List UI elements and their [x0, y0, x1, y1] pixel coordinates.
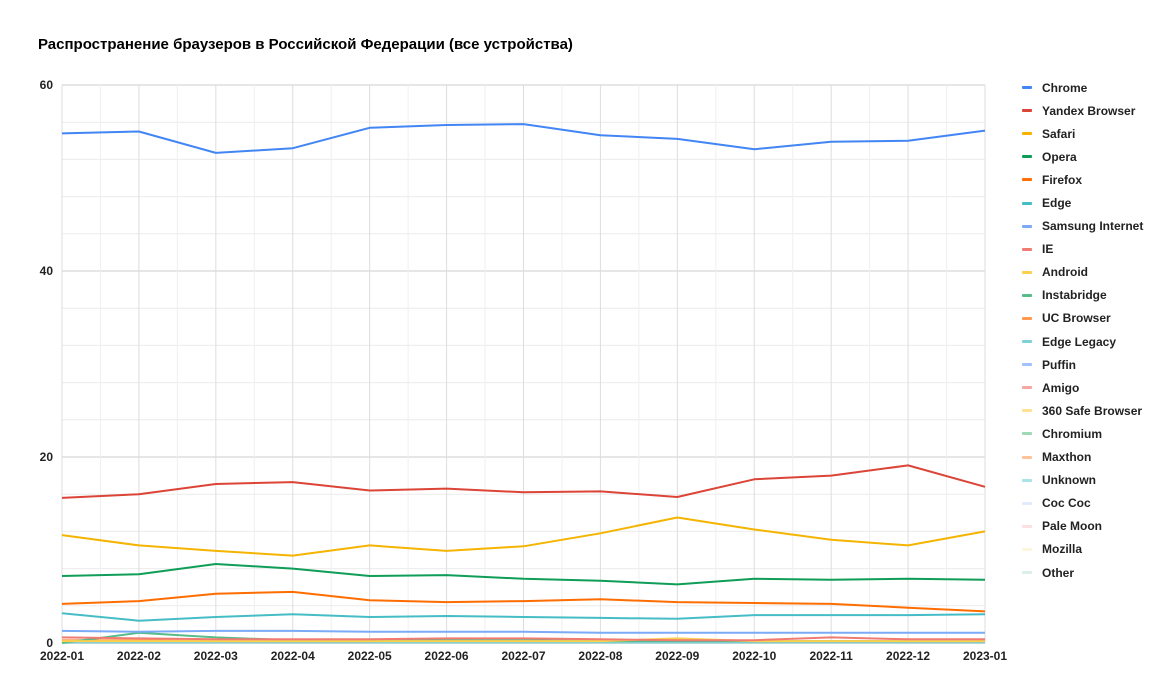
legend-swatch — [1022, 86, 1032, 90]
legend-label: Firefox — [1042, 172, 1083, 187]
legend-swatch — [1022, 224, 1032, 228]
legend-label: Chrome — [1042, 80, 1088, 95]
legend-label: Samsung Internet — [1042, 219, 1144, 234]
legend-swatch — [1022, 432, 1032, 436]
x-tick-label: 2022-11 — [809, 649, 853, 663]
series-line-ie — [61, 636, 985, 642]
series-line-samsung-internet — [61, 629, 985, 634]
y-tick-label: 60 — [40, 78, 54, 92]
y-tick-label: 40 — [40, 264, 54, 278]
legend-label: UC Browser — [1042, 311, 1111, 326]
legend-label: Edge Legacy — [1042, 334, 1117, 349]
legend: Chrome Yandex Browser Safari Opera Firefox Ed… — [1022, 76, 1143, 584]
legend-item[interactable]: Edge — [1022, 191, 1143, 214]
legend-swatch — [1022, 109, 1032, 113]
x-tick-label: 2022-10 — [732, 649, 776, 663]
x-axis-ticks: 2022-01 2022-02 2022-03 2022-04 2022-05 2022-… — [40, 649, 1007, 663]
series-line-chrome — [61, 123, 986, 154]
legend-item[interactable]: Instabridge — [1022, 284, 1143, 307]
legend-swatch — [1022, 524, 1032, 528]
legend-label: Instabridge — [1042, 288, 1107, 303]
legend-item[interactable]: Chrome — [1022, 76, 1143, 99]
legend-item[interactable]: Yandex Browser — [1022, 99, 1143, 122]
legend-swatch — [1022, 132, 1032, 136]
legend-swatch — [1022, 178, 1032, 182]
legend-label: Amigo — [1042, 380, 1080, 395]
legend-label: Chromium — [1042, 426, 1102, 441]
legend-item[interactable]: IE — [1022, 238, 1143, 261]
legend-label: Maxthon — [1042, 450, 1092, 465]
legend-label: Android — [1042, 265, 1088, 280]
legend-swatch — [1022, 363, 1032, 367]
legend-item[interactable]: Edge Legacy — [1022, 330, 1143, 353]
x-tick-label: 2022-02 — [117, 649, 161, 663]
legend-swatch — [1022, 293, 1032, 297]
legend-item[interactable]: Chromium — [1022, 422, 1143, 445]
legend-item[interactable]: Opera — [1022, 145, 1143, 168]
legend-item[interactable]: UC Browser — [1022, 307, 1143, 330]
legend-label: Puffin — [1042, 357, 1076, 372]
x-tick-label: 2023-01 — [963, 649, 1007, 663]
series-line-opera — [61, 563, 986, 586]
series-line-yandex-browser — [61, 464, 986, 499]
series-line-firefox — [61, 590, 986, 613]
legend-item[interactable]: Unknown — [1022, 469, 1143, 492]
legend-swatch — [1022, 316, 1032, 320]
legend-label: Unknown — [1042, 473, 1096, 488]
legend-item[interactable]: Android — [1022, 261, 1143, 284]
legend-label: IE — [1042, 242, 1054, 257]
legend-label: Coc Coc — [1042, 496, 1091, 511]
legend-item[interactable]: 360 Safe Browser — [1022, 399, 1143, 422]
legend-swatch — [1022, 455, 1032, 459]
series-lines — [61, 123, 986, 644]
legend-label: Pale Moon — [1042, 519, 1103, 534]
legend-item[interactable]: Pale Moon — [1022, 515, 1143, 538]
legend-swatch — [1022, 270, 1032, 274]
legend-label: Other — [1042, 565, 1075, 580]
x-tick-label: 2022-05 — [348, 649, 392, 663]
y-tick-label: 20 — [40, 450, 54, 464]
legend-item[interactable]: Other — [1022, 561, 1143, 584]
series-line-edge — [61, 612, 986, 622]
legend-item[interactable]: Samsung Internet — [1022, 215, 1143, 238]
legend-item[interactable]: Firefox — [1022, 168, 1143, 191]
x-tick-label: 2022-04 — [271, 649, 315, 663]
chart-title: Распространение браузеров в Российской Ф… — [38, 36, 573, 53]
legend-swatch — [1022, 409, 1032, 413]
legend-swatch — [1022, 155, 1032, 159]
legend-swatch — [1022, 547, 1032, 551]
legend-label: 360 Safe Browser — [1042, 403, 1143, 418]
series-line-safari — [61, 516, 986, 557]
legend-label: Yandex Browser — [1042, 103, 1136, 118]
legend-swatch — [1022, 501, 1032, 505]
legend-swatch — [1022, 386, 1032, 390]
legend-item[interactable]: Puffin — [1022, 353, 1143, 376]
legend-item[interactable]: Coc Coc — [1022, 492, 1143, 515]
gridlines — [61, 84, 986, 644]
x-tick-label: 2022-09 — [655, 649, 699, 663]
y-tick-label: 0 — [46, 636, 53, 650]
x-tick-label: 2022-08 — [578, 649, 622, 663]
x-tick-label: 2022-07 — [501, 649, 545, 663]
legend-swatch — [1022, 247, 1032, 251]
legend-item[interactable]: Maxthon — [1022, 446, 1143, 469]
x-tick-label: 2022-06 — [425, 649, 469, 663]
x-tick-label: 2022-03 — [194, 649, 238, 663]
legend-label: Edge — [1042, 196, 1072, 211]
y-axis-ticks: 0 20 40 60 — [40, 78, 54, 650]
legend-label: Opera — [1042, 149, 1077, 164]
legend-label: Mozilla — [1042, 542, 1083, 557]
x-tick-label: 2022-01 — [40, 649, 84, 663]
series-line-android — [62, 637, 985, 643]
x-tick-label: 2022-12 — [886, 649, 930, 663]
legend-swatch — [1022, 478, 1032, 482]
legend-item[interactable]: Amigo — [1022, 376, 1143, 399]
legend-item[interactable]: Safari — [1022, 122, 1143, 145]
legend-swatch — [1022, 571, 1032, 575]
legend-swatch — [1022, 340, 1032, 344]
legend-swatch — [1022, 201, 1032, 205]
legend-item[interactable]: Mozilla — [1022, 538, 1143, 561]
legend-label: Safari — [1042, 126, 1076, 141]
